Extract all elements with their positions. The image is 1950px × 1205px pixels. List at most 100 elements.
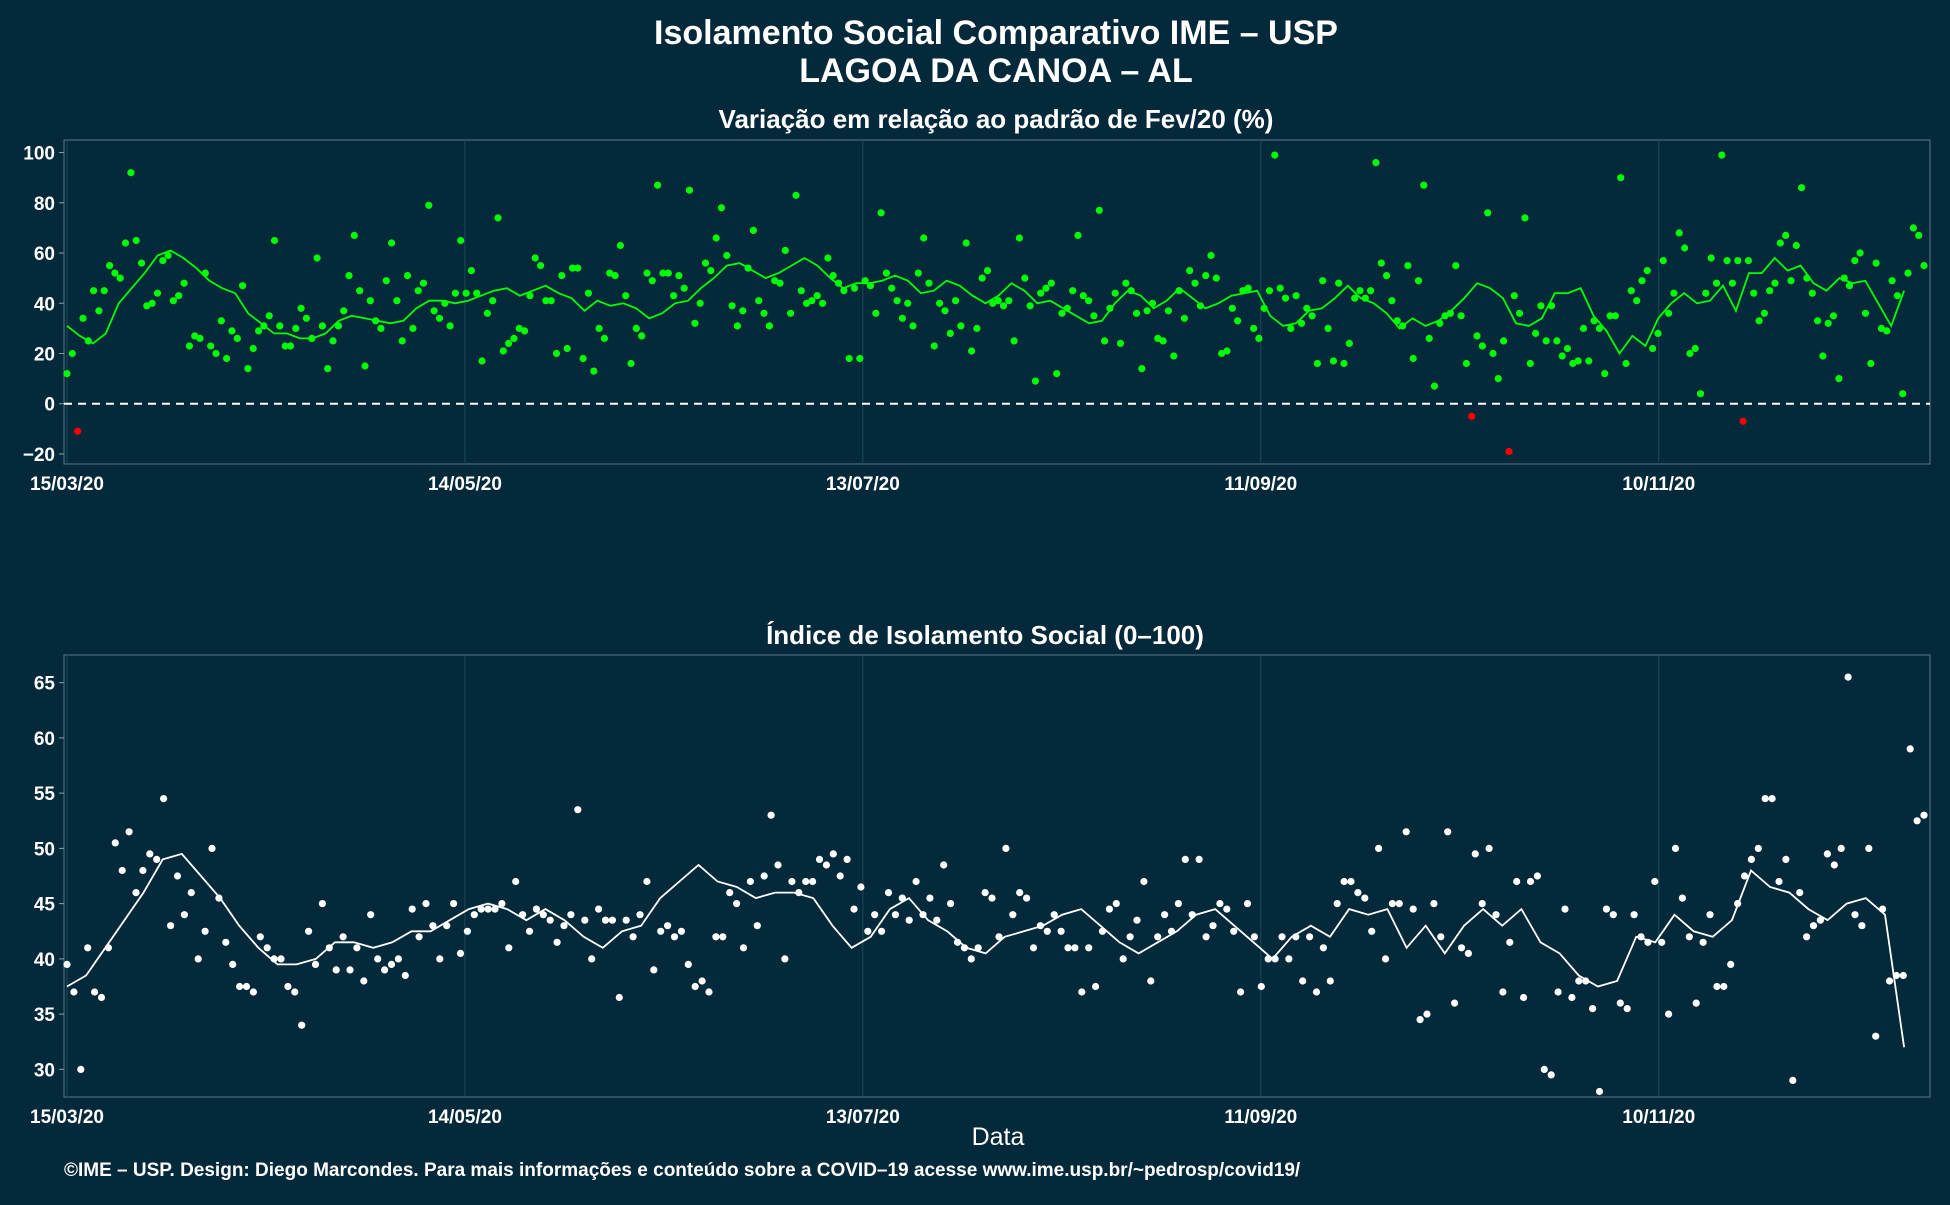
data-point	[441, 299, 449, 307]
data-point	[1174, 900, 1182, 908]
data-point	[505, 339, 513, 347]
data-point	[797, 287, 805, 295]
data-point	[836, 872, 844, 880]
data-point	[941, 307, 949, 315]
data-point	[1574, 357, 1582, 365]
data-point	[1276, 284, 1284, 292]
data-point	[1319, 277, 1327, 285]
data-point	[953, 938, 962, 946]
data-point	[532, 905, 541, 913]
data-point	[898, 894, 906, 902]
data-point	[1264, 955, 1272, 963]
data-point	[1775, 877, 1783, 886]
data-point	[1558, 352, 1566, 360]
data-point	[1351, 294, 1359, 302]
data-point	[999, 302, 1008, 310]
data-point	[1381, 955, 1390, 963]
data-point	[1181, 855, 1189, 864]
data-point	[1706, 911, 1714, 919]
data-point	[1324, 324, 1332, 332]
data-point	[1154, 933, 1162, 941]
data-point	[1686, 349, 1694, 358]
data-point	[292, 324, 300, 332]
data-point	[451, 289, 459, 297]
data-point	[563, 344, 571, 353]
data-point	[1243, 900, 1252, 908]
data-point	[222, 938, 230, 946]
data-point	[1462, 359, 1470, 368]
data-point	[1816, 916, 1824, 924]
data-point	[1602, 905, 1610, 913]
data-point	[1161, 911, 1169, 919]
y-tick-label: 30	[34, 1060, 55, 1081]
data-point	[974, 944, 982, 952]
data-point	[1250, 324, 1258, 332]
data-point	[1808, 289, 1816, 297]
data-point	[1904, 269, 1912, 277]
data-point	[829, 850, 837, 858]
data-point	[632, 324, 640, 332]
data-point	[1727, 960, 1735, 969]
data-point	[600, 334, 609, 342]
data-point	[1553, 337, 1561, 345]
data-point	[531, 254, 539, 262]
data-point	[401, 971, 409, 980]
data-point	[957, 322, 965, 330]
data-point	[813, 292, 821, 300]
data-point	[1306, 933, 1314, 941]
data-point	[127, 169, 135, 177]
data-point	[677, 927, 686, 935]
data-point	[1830, 861, 1838, 869]
data-point	[1180, 314, 1188, 322]
data-point	[1681, 244, 1689, 252]
data-point	[1340, 877, 1348, 886]
data-point	[1888, 277, 1896, 285]
data-point	[1319, 944, 1327, 952]
chart-title-line2: LAGOA DA CANOA – AL	[799, 52, 1193, 90]
data-point	[1867, 359, 1875, 368]
data-point	[215, 894, 223, 902]
data-point	[1281, 294, 1290, 302]
data-point	[1913, 817, 1921, 825]
data-point	[1393, 317, 1401, 325]
data-point	[1585, 357, 1593, 365]
data-point	[302, 314, 310, 322]
data-point	[1372, 159, 1380, 167]
data-point	[877, 209, 885, 217]
data-point	[1521, 214, 1529, 222]
data-point	[408, 905, 416, 913]
data-point	[1292, 292, 1300, 300]
data-point	[845, 354, 853, 363]
data-point	[1879, 905, 1887, 913]
data-point	[1098, 927, 1107, 935]
data-point	[1575, 977, 1583, 985]
data-point	[318, 322, 326, 330]
data-point	[159, 257, 167, 265]
data-point	[1287, 324, 1295, 332]
data-point	[1167, 927, 1176, 935]
data-point	[1079, 292, 1087, 300]
data-point	[169, 297, 177, 305]
data-point	[414, 287, 422, 295]
data-point	[483, 309, 491, 317]
data-point	[1159, 337, 1167, 345]
x-tick-label: 15/03/20	[30, 474, 104, 495]
data-point	[664, 922, 672, 930]
data-point	[888, 284, 896, 292]
data-point	[719, 933, 727, 941]
data-point	[125, 828, 133, 836]
data-point	[664, 269, 672, 277]
data-point	[470, 911, 478, 919]
data-point	[611, 272, 619, 280]
data-point	[1230, 927, 1238, 935]
data-point	[1492, 911, 1500, 919]
data-point	[382, 277, 390, 285]
data-point	[1506, 938, 1514, 946]
data-point	[1105, 905, 1113, 913]
data-point	[462, 289, 470, 297]
data-point	[755, 297, 763, 305]
data-point	[1195, 855, 1203, 864]
data-point	[1720, 982, 1728, 991]
data-point	[824, 254, 832, 262]
data-point	[989, 299, 997, 307]
